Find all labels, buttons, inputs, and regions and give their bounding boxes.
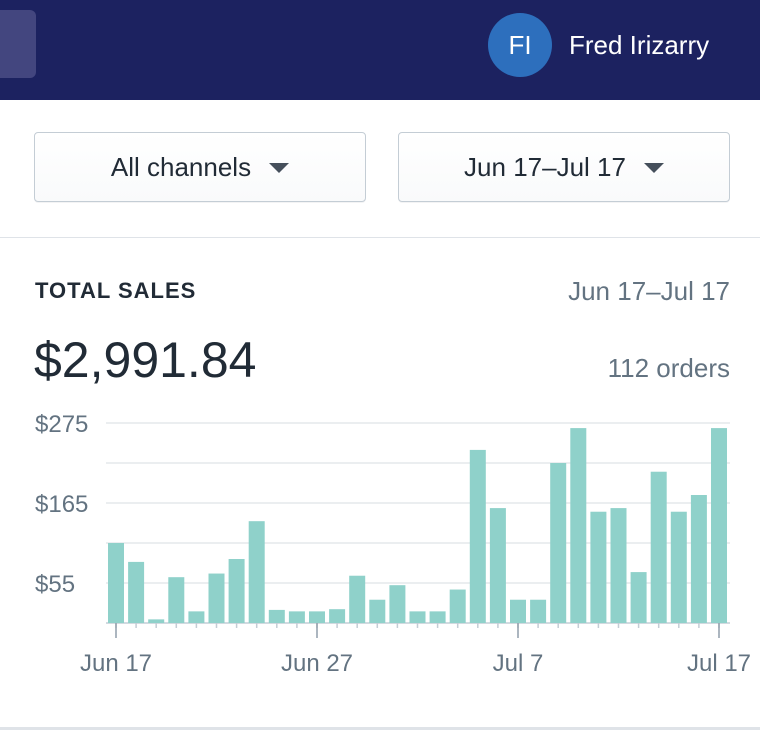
chevron-down-icon <box>643 163 664 173</box>
chart-bar <box>228 559 245 623</box>
y-axis-tick-label: $55 <box>35 571 75 598</box>
chart-bar <box>610 508 627 623</box>
top-bar: FI Fred Irizarry <box>0 0 760 100</box>
chart-bar <box>349 575 366 623</box>
x-axis-tick-label: Jun 27 <box>281 650 353 677</box>
chart-bar <box>590 511 607 623</box>
avatar-initials: FI <box>508 29 532 60</box>
chart-bar <box>570 428 587 623</box>
chart-bar <box>409 611 426 623</box>
orders-count: 112 orders <box>607 353 730 383</box>
search-bar[interactable] <box>0 10 36 78</box>
avatar[interactable]: FI <box>488 13 552 77</box>
chart-bar <box>268 609 285 623</box>
chart-bar <box>248 521 265 623</box>
chart-bar <box>369 599 386 623</box>
chart-bar <box>510 599 526 623</box>
user-name[interactable]: Fred Irizarry <box>569 30 710 60</box>
x-axis-tick-label: Jun 17 <box>80 650 152 677</box>
sales-chart: $55 $165 $275 Jun 17 Jun 27 Jul 7 Jul 17 <box>35 411 751 677</box>
chart-bar <box>188 611 205 623</box>
chevron-down-icon <box>269 163 290 173</box>
chart-bar <box>670 511 687 623</box>
chart-bar <box>550 463 567 623</box>
chart-bar <box>449 589 466 623</box>
chart-bar <box>309 611 325 623</box>
chart-bar <box>128 561 145 623</box>
y-axis-tick-label: $275 <box>35 411 88 438</box>
chart-bar <box>530 599 547 623</box>
channel-select[interactable]: All channels <box>34 132 366 202</box>
total-sales-card: TOTAL SALES Jun 17–Jul 17 $2,991.84 112 … <box>0 238 760 730</box>
divider <box>0 727 760 730</box>
chart-bar <box>288 611 305 623</box>
chart-bar <box>168 577 185 623</box>
date-range-select[interactable]: Jun 17–Jul 17 <box>398 132 730 202</box>
card-date-range: Jun 17–Jul 17 <box>568 276 730 306</box>
chart-bar <box>329 609 346 623</box>
chart-bar <box>690 495 707 623</box>
chart-bar <box>429 611 446 623</box>
chart-bar <box>711 428 727 623</box>
y-axis-tick-label: $165 <box>35 491 88 518</box>
filter-bar: All channels Jun 17–Jul 17 <box>0 100 760 238</box>
chart-bar <box>148 619 165 623</box>
card-title: TOTAL SALES <box>35 278 197 303</box>
x-axis-tick-label: Jul 17 <box>687 650 751 677</box>
chart-bar <box>389 585 406 623</box>
date-range-select-value: Jun 17–Jul 17 <box>464 151 626 182</box>
chart-bar <box>108 543 124 623</box>
chart-bar <box>469 449 486 623</box>
channel-select-value: All channels <box>110 151 252 182</box>
chart-bar <box>650 471 667 623</box>
total-sales-value: $2,991.84 <box>34 332 257 388</box>
chart-bar <box>489 508 506 623</box>
x-axis-tick-label: Jul 7 <box>493 650 544 677</box>
chart-bar <box>208 573 225 623</box>
chart-bar <box>630 572 647 623</box>
